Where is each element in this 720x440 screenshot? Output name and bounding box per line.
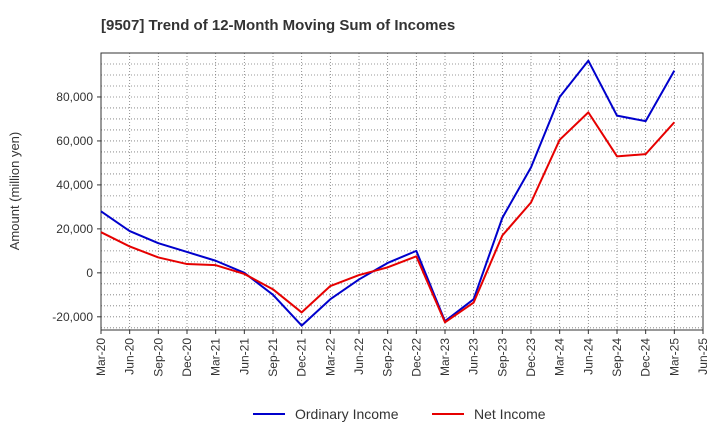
plot-area-border	[100, 52, 704, 331]
x-tick-label: Jun-22	[352, 338, 366, 375]
x-tick-label: Sep-24	[610, 338, 624, 377]
series-group	[100, 59, 676, 327]
x-tick-label: Mar-23	[438, 338, 452, 376]
x-tick-label: Sep-23	[495, 338, 509, 377]
x-tick-label: Mar-21	[209, 338, 223, 376]
x-tick-label: Mar-25	[667, 338, 681, 376]
x-tick-label: Dec-22	[409, 338, 423, 377]
y-axis: -20,000 0 20,000 40,000 60,000 80,000	[52, 90, 101, 324]
y-tick-label: -20,000	[52, 310, 93, 324]
x-tick-label: Dec-20	[180, 338, 194, 377]
y-tick-label: 20,000	[56, 222, 93, 236]
grid	[101, 53, 703, 330]
x-tick-label: Dec-24	[639, 338, 653, 377]
y-tick-label: 0	[86, 266, 93, 280]
chart-title: [9507] Trend of 12-Month Moving Sum of I…	[101, 17, 455, 34]
y-tick-label: 40,000	[56, 178, 93, 192]
x-tick-label: Sep-22	[381, 338, 395, 377]
x-tick-label: Jun-21	[237, 338, 251, 375]
legend-label-net-income: Net Income	[474, 406, 546, 422]
x-tick-label: Dec-23	[524, 338, 538, 377]
x-tick-label: Mar-20	[94, 338, 108, 376]
y-axis-label: Amount (million yen)	[7, 132, 22, 251]
legend: Ordinary Income Net Income	[253, 406, 546, 422]
x-tick-label: Jun-25	[696, 338, 710, 375]
x-tick-label: Jun-23	[467, 338, 481, 375]
legend-label-ordinary-income: Ordinary Income	[295, 406, 399, 422]
y-tick-label: 80,000	[56, 90, 93, 104]
y-tick-label: 60,000	[56, 134, 93, 148]
x-tick-label: Mar-24	[553, 338, 567, 376]
series-line-net-income	[100, 111, 676, 324]
x-axis: Mar-20 Jun-20 Sep-20 Dec-20 Mar-21 Jun-21 Sep-…	[94, 330, 710, 377]
x-tick-label: Sep-21	[266, 338, 280, 377]
x-tick-label: Jun-24	[581, 338, 595, 375]
x-tick-label: Sep-20	[151, 338, 165, 377]
x-tick-label: Dec-21	[295, 338, 309, 377]
series-line-ordinary-income	[100, 59, 676, 327]
x-tick-label: Jun-20	[123, 338, 137, 375]
x-tick-label: Mar-22	[323, 338, 337, 376]
